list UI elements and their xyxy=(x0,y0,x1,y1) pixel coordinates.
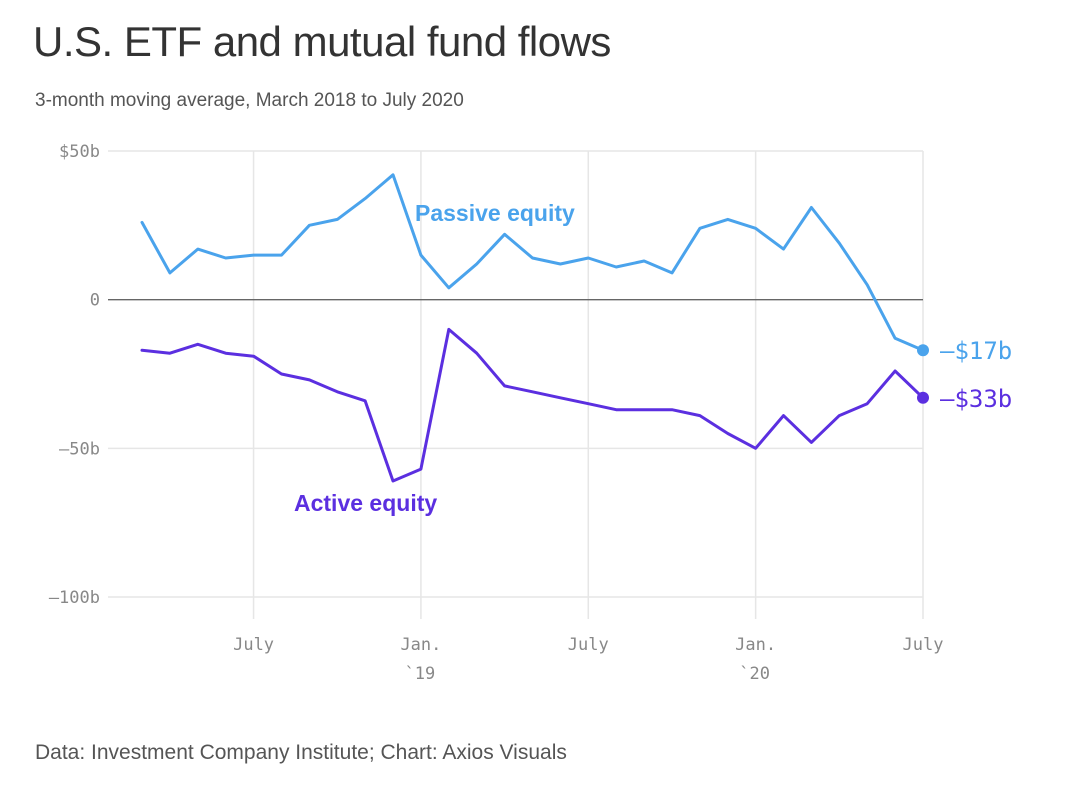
y-tick-label: $50b xyxy=(59,142,100,162)
x-tick-label: Jan. xyxy=(400,635,441,655)
series-label-passive: Passive equity xyxy=(415,200,575,226)
x-tick-label: July xyxy=(233,635,274,655)
x-tick-label: July xyxy=(903,635,944,655)
series-lines xyxy=(140,173,929,483)
x-tick-sublabel: `20 xyxy=(739,664,770,684)
y-tick-label: –50b xyxy=(59,439,100,459)
x-tick-label: Jan. xyxy=(735,635,776,655)
y-tick-label: 0 xyxy=(90,291,100,311)
y-tick-label: –100b xyxy=(49,588,100,608)
end-value-label: –$17b xyxy=(940,337,1012,365)
series-label-active: Active equity xyxy=(294,490,437,516)
end-value-label: –$33b xyxy=(940,385,1012,413)
axes: July Jan. `19 July Jan. `20 July $50b 0 –50b –100b xyxy=(49,142,944,684)
x-tick-label: July xyxy=(568,635,609,655)
series-line-passive xyxy=(140,173,925,352)
series-labels: –$17b Passive equity –$33b Active equity xyxy=(294,200,1012,516)
source-note: Data: Investment Company Institute; Char… xyxy=(35,741,567,764)
grid-lines xyxy=(108,150,924,619)
series-line-active xyxy=(140,327,925,483)
chart-subtitle: 3-month moving average, March 2018 to Ju… xyxy=(35,90,464,111)
end-point-passive xyxy=(917,344,929,357)
end-point-active xyxy=(917,391,929,404)
x-tick-sublabel: `19 xyxy=(405,664,436,684)
chart-title: U.S. ETF and mutual fund flows xyxy=(33,18,611,65)
